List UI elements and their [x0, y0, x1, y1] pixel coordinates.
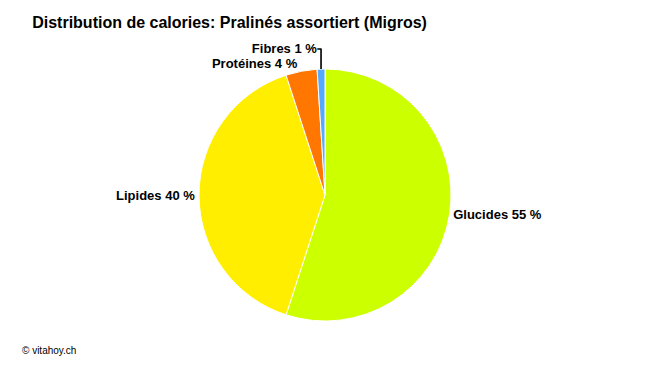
svg-text:Distribution de calories: Pral: Distribution de calories: Pralinés assor… [32, 14, 427, 31]
svg-text:Glucides 55 %: Glucides 55 % [453, 207, 542, 222]
svg-text:Protéines 4 %: Protéines 4 % [212, 56, 298, 71]
svg-text:© vitahoy.ch: © vitahoy.ch [22, 345, 76, 356]
svg-text:Fibres 1 %: Fibres 1 % [252, 41, 317, 56]
svg-text:Lipides 40 %: Lipides 40 % [116, 188, 195, 203]
